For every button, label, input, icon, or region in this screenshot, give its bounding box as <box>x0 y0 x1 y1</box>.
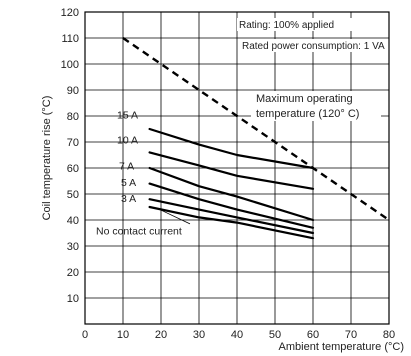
y-tick-label: 120 <box>61 7 79 19</box>
y-tick-label: 90 <box>67 85 79 97</box>
series-line <box>148 166 315 222</box>
series-label: No contact current <box>96 225 182 237</box>
series-labels: 15 A 10 A 7 A 5 A 3 A No contact current <box>96 110 191 237</box>
series-label: 15 A <box>117 110 138 122</box>
y-tick-label: 20 <box>67 267 79 279</box>
series-line <box>148 182 315 229</box>
x-tick-label: 70 <box>345 329 357 341</box>
y-tick-label: 40 <box>67 215 79 227</box>
x-tick-label: 60 <box>307 329 319 341</box>
x-tick-label: 50 <box>269 329 281 341</box>
x-tick-label: 40 <box>231 329 243 341</box>
y-tick-label: 50 <box>67 189 79 201</box>
tick-labels: 0 10 20 30 40 50 60 70 80 10 20 30 40 50 60 70 80 90 100 11… <box>61 7 395 341</box>
y-tick-label: 70 <box>67 137 79 149</box>
series-line <box>148 205 315 240</box>
series-label: 3 A <box>121 193 136 205</box>
rating-annotation-bg <box>237 18 357 31</box>
x-tick-label: 0 <box>82 329 88 341</box>
power-annotation-bg <box>240 39 386 52</box>
series-label: 10 A <box>117 134 138 146</box>
rating-annotation: Rating: 100% applied <box>239 20 334 31</box>
no-contact-leader-line <box>157 207 191 225</box>
series-label: 7 A <box>119 160 134 172</box>
max-operating-line <box>122 37 390 221</box>
series-line <box>148 198 315 235</box>
series-label: 5 A <box>121 177 136 189</box>
x-tick-label: 30 <box>193 329 205 341</box>
x-tick-label: 20 <box>155 329 167 341</box>
series-lines <box>148 127 315 240</box>
x-tick-label: 80 <box>383 329 395 341</box>
max-temp-annotation-bg <box>251 91 381 121</box>
power-annotation: Rated power consumption: 1 VA <box>242 41 385 52</box>
y-tick-label: 110 <box>61 33 79 45</box>
max-temp-annotation-line1: Maximum operating <box>256 93 353 105</box>
y-tick-label: 100 <box>61 59 79 71</box>
x-tick-label: 10 <box>117 329 129 341</box>
x-axis-label: Ambient temperature (°C) <box>279 341 404 353</box>
grid <box>85 12 389 324</box>
y-axis-label: Coil temperature rise (°C) <box>41 96 53 221</box>
series-line <box>148 127 315 170</box>
series-line <box>148 151 315 190</box>
y-tick-label: 30 <box>67 241 79 253</box>
plot-frame <box>84 11 390 325</box>
y-tick-label: 10 <box>67 293 79 305</box>
y-tick-label: 60 <box>67 163 79 175</box>
max-temp-annotation-line2: temperature (120° C) <box>256 108 359 120</box>
y-tick-label: 80 <box>67 111 79 123</box>
max-operating-dashed-line <box>122 37 390 221</box>
